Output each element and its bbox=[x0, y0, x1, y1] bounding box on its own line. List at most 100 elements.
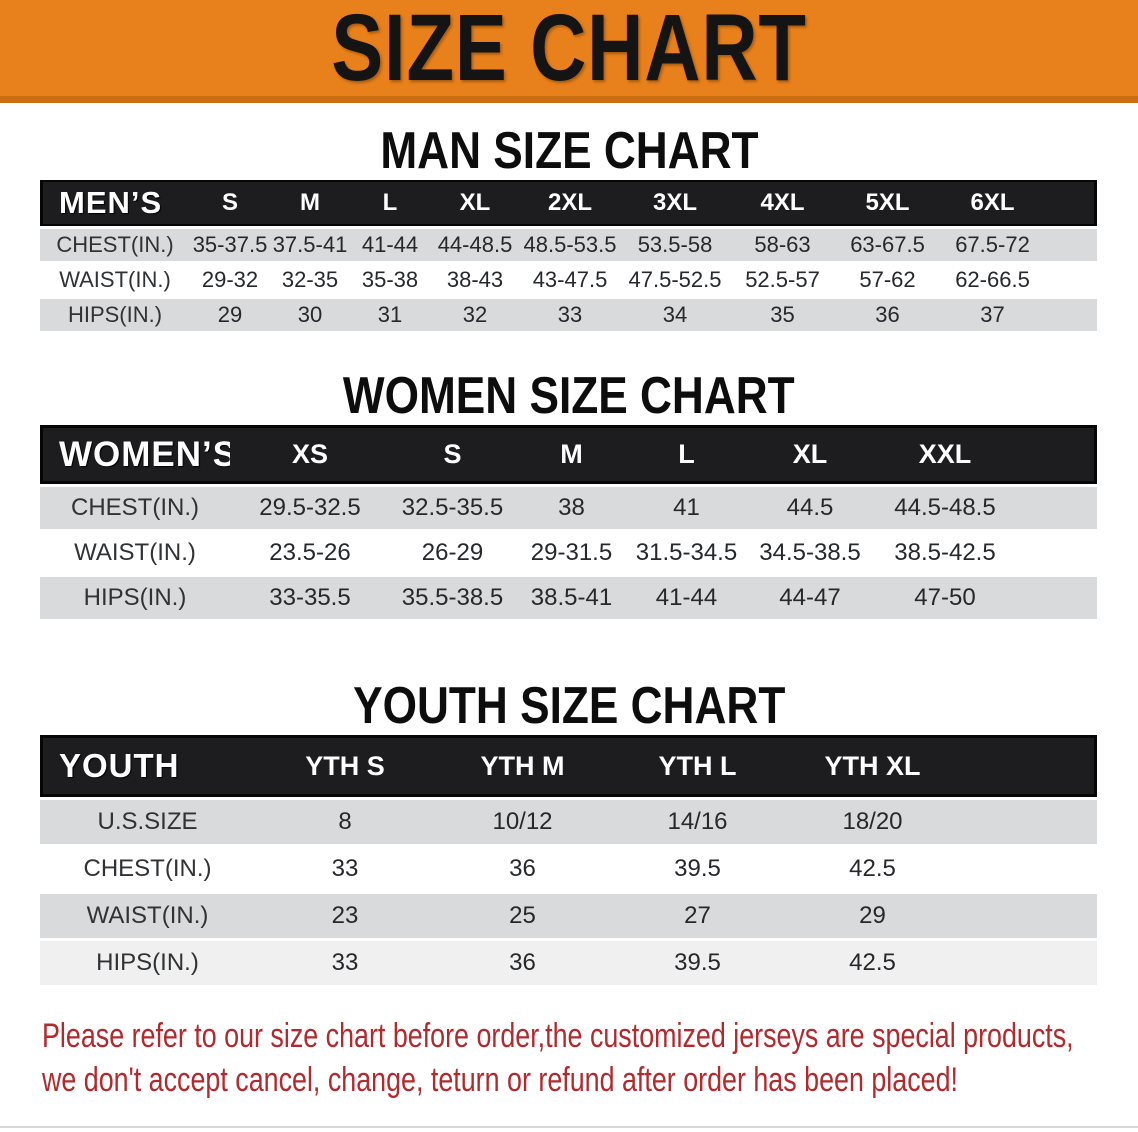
mens-col-header: 2XL bbox=[520, 180, 620, 226]
size-cell: 57-62 bbox=[835, 264, 940, 296]
size-cell: 33 bbox=[520, 299, 620, 331]
row-label: CHEST(IN.) bbox=[40, 229, 190, 261]
mens-col-header: L bbox=[350, 180, 430, 226]
womens-waist-row: WAIST(IN.) 23.5-26 26-29 29-31.5 31.5-34… bbox=[40, 532, 1097, 574]
cell-filler bbox=[1045, 264, 1097, 296]
size-cell: 58-63 bbox=[730, 229, 835, 261]
mens-waist-row: WAIST(IN.) 29-32 32-35 35-38 38-43 43-47… bbox=[40, 264, 1097, 296]
women-section-title-text: WOMEN SIZE CHART bbox=[343, 367, 795, 425]
mens-col-header: 4XL bbox=[730, 180, 835, 226]
size-cell: 38.5-42.5 bbox=[875, 532, 1015, 574]
size-cell: 67.5-72 bbox=[940, 229, 1045, 261]
size-cell: 27 bbox=[610, 894, 785, 938]
size-cell: 32-35 bbox=[270, 264, 350, 296]
row-label: U.S.SIZE bbox=[40, 800, 255, 844]
size-cell: 48.5-53.5 bbox=[520, 229, 620, 261]
disclaimer-line2: we don't accept cancel, change, teturn o… bbox=[42, 1061, 958, 1099]
size-cell: 31.5-34.5 bbox=[628, 532, 745, 574]
size-cell: 38 bbox=[515, 487, 628, 529]
size-cell: 42.5 bbox=[785, 941, 960, 985]
man-section-title: MAN SIZE CHART bbox=[0, 125, 1138, 177]
size-cell: 44.5 bbox=[745, 487, 875, 529]
row-label: WAIST(IN.) bbox=[40, 532, 230, 574]
size-cell: 44.5-48.5 bbox=[875, 487, 1015, 529]
size-cell: 37 bbox=[940, 299, 1045, 331]
bottom-edge-line bbox=[0, 1126, 1138, 1128]
size-cell: 33 bbox=[255, 941, 435, 985]
youth-chest-row: CHEST(IN.) 33 36 39.5 42.5 bbox=[40, 847, 1097, 891]
mens-header-row: MEN’S S M L XL 2XL 3XL 4XL 5XL 6XL bbox=[40, 180, 1097, 226]
youth-col-header: YTH S bbox=[255, 735, 435, 797]
womens-col-header: S bbox=[390, 425, 515, 484]
mens-hips-row: HIPS(IN.) 29 30 31 32 33 34 35 36 37 bbox=[40, 299, 1097, 331]
size-cell: 35 bbox=[730, 299, 835, 331]
size-cell: 32 bbox=[430, 299, 520, 331]
size-cell: 35.5-38.5 bbox=[390, 577, 515, 619]
youth-hips-row: HIPS(IN.) 33 36 39.5 42.5 bbox=[40, 941, 1097, 985]
size-cell: 34 bbox=[620, 299, 730, 331]
size-cell: 44-48.5 bbox=[430, 229, 520, 261]
mens-size-table: MEN’S S M L XL 2XL 3XL 4XL 5XL 6XL CHEST… bbox=[40, 177, 1097, 334]
size-cell: 53.5-58 bbox=[620, 229, 730, 261]
banner-title: SIZE CHART bbox=[331, 0, 807, 101]
size-cell: 36 bbox=[835, 299, 940, 331]
size-cell: 35-37.5 bbox=[190, 229, 270, 261]
womens-col-header: XXL bbox=[875, 425, 1015, 484]
mens-col-header: S bbox=[190, 180, 270, 226]
size-cell: 25 bbox=[435, 894, 610, 938]
row-label: HIPS(IN.) bbox=[40, 941, 255, 985]
size-cell: 44-47 bbox=[745, 577, 875, 619]
row-label: WAIST(IN.) bbox=[40, 264, 190, 296]
mens-chest-row: CHEST(IN.) 35-37.5 37.5-41 41-44 44-48.5… bbox=[40, 229, 1097, 261]
cell-filler bbox=[960, 847, 1097, 891]
mens-col-header: M bbox=[270, 180, 350, 226]
womens-col-header: L bbox=[628, 425, 745, 484]
youth-section-title-text: YOUTH SIZE CHART bbox=[352, 677, 786, 735]
youth-section-title: YOUTH SIZE CHART bbox=[0, 680, 1138, 732]
size-cell: 31 bbox=[350, 299, 430, 331]
header-filler bbox=[960, 735, 1097, 797]
size-cell: 37.5-41 bbox=[270, 229, 350, 261]
size-cell: 29 bbox=[190, 299, 270, 331]
cell-filler bbox=[1015, 532, 1097, 574]
size-cell: 38-43 bbox=[430, 264, 520, 296]
size-cell: 39.5 bbox=[610, 941, 785, 985]
size-cell: 39.5 bbox=[610, 847, 785, 891]
size-cell: 41 bbox=[628, 487, 745, 529]
size-cell: 33-35.5 bbox=[230, 577, 390, 619]
mens-col-header: 5XL bbox=[835, 180, 940, 226]
youth-waist-row: WAIST(IN.) 23 25 27 29 bbox=[40, 894, 1097, 938]
size-cell: 36 bbox=[435, 847, 610, 891]
disclaimer-line1: Please refer to our size chart before or… bbox=[42, 1017, 1074, 1055]
man-section-title-text: MAN SIZE CHART bbox=[379, 122, 759, 180]
header-filler bbox=[1015, 425, 1097, 484]
header-filler bbox=[1045, 180, 1097, 226]
womens-size-table: WOMEN’S XS S M L XL XXL CHEST(IN.) 29.5-… bbox=[40, 422, 1097, 622]
size-cell: 36 bbox=[435, 941, 610, 985]
row-label: WAIST(IN.) bbox=[40, 894, 255, 938]
womens-col-header: M bbox=[515, 425, 628, 484]
mens-col-header: 6XL bbox=[940, 180, 1045, 226]
size-cell: 43-47.5 bbox=[520, 264, 620, 296]
womens-chest-row: CHEST(IN.) 29.5-32.5 32.5-35.5 38 41 44.… bbox=[40, 487, 1097, 529]
size-cell: 8 bbox=[255, 800, 435, 844]
size-cell: 38.5-41 bbox=[515, 577, 628, 619]
size-chart-banner: SIZE CHART bbox=[0, 0, 1138, 103]
womens-col-header: XS bbox=[230, 425, 390, 484]
size-cell: 23.5-26 bbox=[230, 532, 390, 574]
size-cell: 26-29 bbox=[390, 532, 515, 574]
womens-hips-row: HIPS(IN.) 33-35.5 35.5-38.5 38.5-41 41-4… bbox=[40, 577, 1097, 619]
row-label: CHEST(IN.) bbox=[40, 487, 230, 529]
size-cell: 62-66.5 bbox=[940, 264, 1045, 296]
mens-col-header: 3XL bbox=[620, 180, 730, 226]
cell-filler bbox=[1045, 229, 1097, 261]
youth-col-header: YTH L bbox=[610, 735, 785, 797]
cell-filler bbox=[960, 941, 1097, 985]
youth-ussize-row: U.S.SIZE 8 10/12 14/16 18/20 bbox=[40, 800, 1097, 844]
size-cell: 47-50 bbox=[875, 577, 1015, 619]
size-cell: 29-32 bbox=[190, 264, 270, 296]
youth-col-header: YTH M bbox=[435, 735, 610, 797]
size-cell: 34.5-38.5 bbox=[745, 532, 875, 574]
size-cell: 10/12 bbox=[435, 800, 610, 844]
